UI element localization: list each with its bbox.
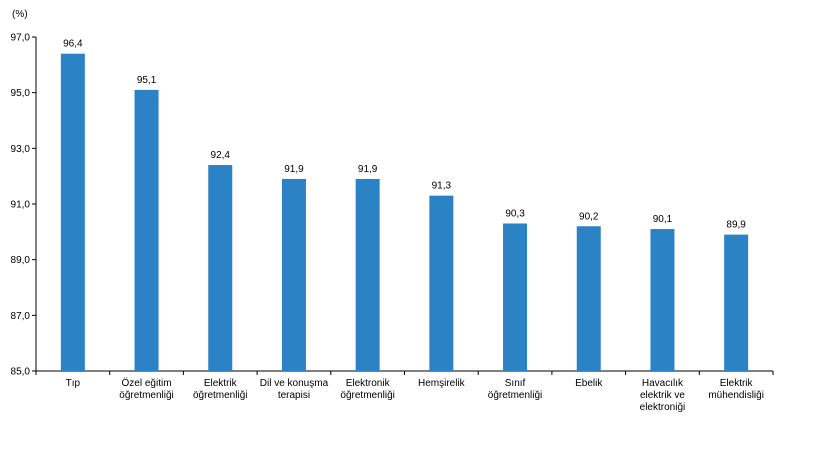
category-label-line: terapisi bbox=[278, 390, 310, 401]
category-label-line: Ebelik bbox=[575, 378, 603, 389]
category-label: Hemşirelik bbox=[418, 378, 466, 389]
y-tick-label: 87,0 bbox=[11, 311, 31, 322]
y-tick-label: 91,0 bbox=[11, 200, 31, 211]
data-label: 90,3 bbox=[505, 208, 525, 219]
bar bbox=[576, 226, 601, 371]
category-label-line: Elektronik bbox=[346, 378, 391, 389]
bar bbox=[60, 53, 85, 371]
y-axis-unit-label: (%) bbox=[12, 9, 28, 20]
category-label-line: Sınıf bbox=[505, 378, 526, 389]
bars-group bbox=[60, 53, 749, 371]
category-label-line: elektroniği bbox=[640, 402, 686, 413]
category-label-line: öğretmenliği bbox=[340, 390, 394, 401]
y-tick-label: 85,0 bbox=[11, 367, 31, 378]
x-axis-ticks bbox=[35, 371, 774, 375]
category-label: Dil ve konuşma terapisi bbox=[260, 378, 329, 401]
category-label: Sınıf öğretmenliği bbox=[488, 378, 542, 401]
data-label: 90,1 bbox=[653, 214, 673, 225]
data-label: 92,4 bbox=[211, 150, 231, 161]
category-label-line: Tıp bbox=[66, 378, 81, 389]
y-axis-ticks: 85,0 87,0 89,0 91,0 93,0 95,0 97,0 bbox=[11, 33, 36, 378]
category-label-line: öğretmenliği bbox=[488, 390, 542, 401]
data-label: 91,9 bbox=[358, 164, 378, 175]
y-tick-label: 95,0 bbox=[11, 88, 31, 99]
category-label-line: Özel eğitim bbox=[122, 377, 172, 389]
category-label-line: öğretmenliği bbox=[119, 390, 173, 401]
category-label-line: elektrik ve bbox=[640, 390, 685, 401]
category-label: Ebelik bbox=[575, 378, 603, 389]
category-label: Elektrik mühendisliği bbox=[708, 378, 764, 401]
bar bbox=[650, 229, 675, 371]
data-label: 96,4 bbox=[63, 39, 83, 50]
category-label: Havacılık elektrik ve elektroniği bbox=[640, 378, 686, 413]
bar bbox=[724, 234, 749, 371]
category-label-line: öğretmenliği bbox=[193, 390, 247, 401]
data-label: 89,9 bbox=[726, 220, 746, 231]
data-label: 95,1 bbox=[137, 75, 157, 86]
category-label: Elektrik öğretmenliği bbox=[193, 378, 247, 401]
category-label-line: Havacılık bbox=[642, 378, 684, 389]
y-tick-label: 89,0 bbox=[11, 255, 31, 266]
bar bbox=[134, 89, 159, 371]
category-label-line: Elektrik bbox=[720, 378, 754, 389]
bar bbox=[208, 165, 233, 371]
data-label: 91,9 bbox=[284, 164, 304, 175]
y-tick-label: 93,0 bbox=[11, 144, 31, 155]
category-label: Özel eğitim öğretmenliği bbox=[119, 377, 173, 401]
bar bbox=[355, 178, 380, 371]
y-tick-label: 97,0 bbox=[11, 33, 31, 44]
category-label: Elektronik öğretmenliği bbox=[340, 378, 394, 401]
category-label-line: Dil ve konuşma bbox=[260, 378, 329, 389]
category-label-line: Hemşirelik bbox=[418, 378, 466, 389]
data-label: 91,3 bbox=[432, 181, 452, 192]
category-label-line: Elektrik bbox=[204, 378, 238, 389]
bar bbox=[503, 223, 528, 371]
bar bbox=[429, 195, 454, 371]
data-label: 90,2 bbox=[579, 211, 599, 222]
data-labels-group: 96,4 95,1 92,4 91,9 91,9 91,3 90,3 90,2 90,1 89,9 bbox=[63, 39, 746, 231]
bar bbox=[281, 178, 306, 371]
category-label-line: mühendisliği bbox=[708, 390, 764, 401]
category-label: Tıp bbox=[66, 378, 81, 389]
